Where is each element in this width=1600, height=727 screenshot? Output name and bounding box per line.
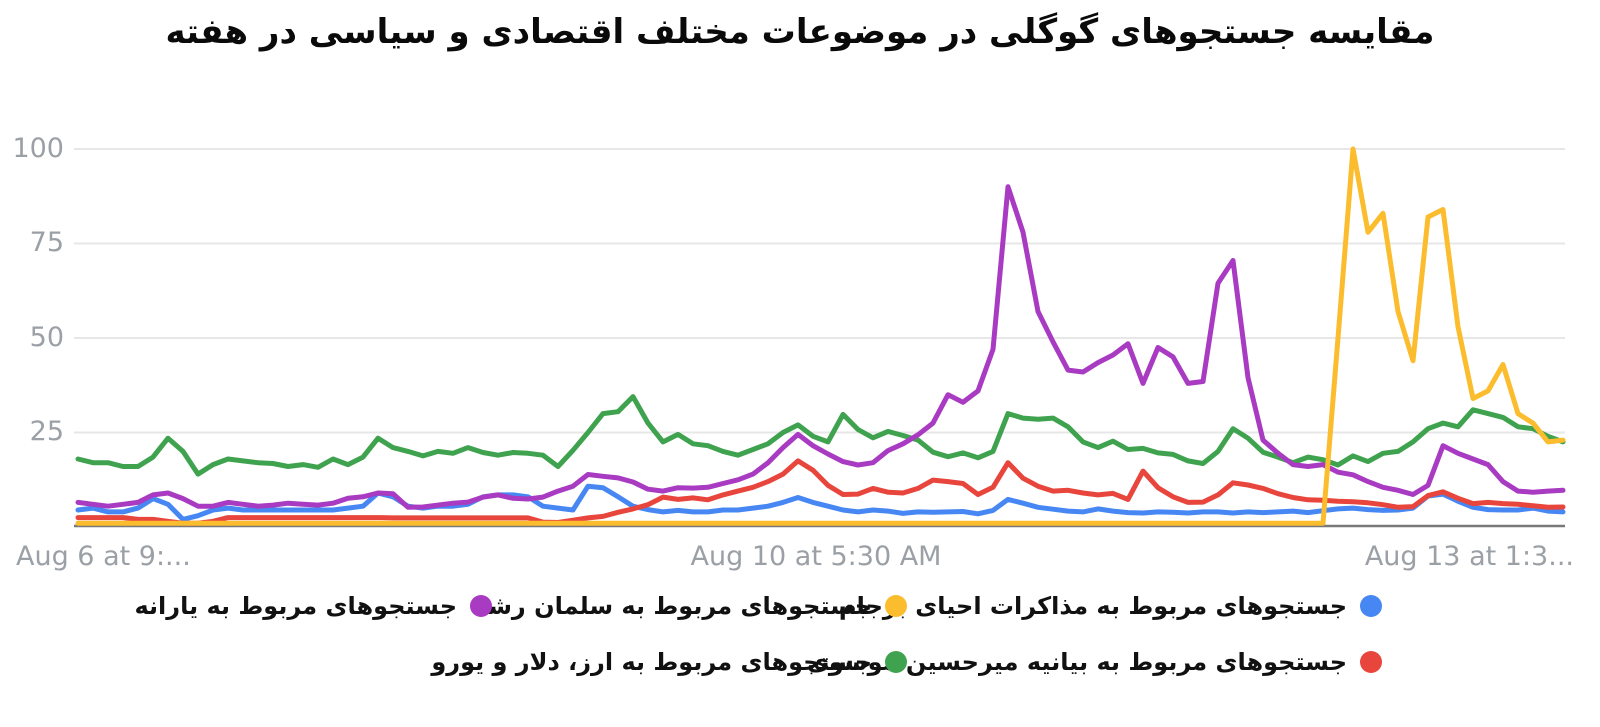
legend-dot-blue: [1360, 595, 1382, 617]
y-tick-100: 100: [12, 133, 64, 164]
legend-item-currency-dollar-euro[interactable]: جستجوهای مربوط به ارز، دلار و یورو: [431, 648, 907, 676]
legend-item-subsidies[interactable]: جستجوهای مربوط به یارانه: [134, 592, 492, 620]
trends-line-chart: [74, 146, 1566, 528]
legend-item-salman-rushdie[interactable]: جستجوهای مربوط به سلمان رشد: [474, 592, 907, 620]
y-tick-50: 50: [29, 322, 64, 353]
legend-dot-red: [1360, 651, 1382, 673]
legend-item-jcpoa-talks[interactable]: جستجوهای مربوط به مذاکرات احیای برجام: [839, 592, 1382, 620]
legend-dot-purple: [470, 595, 492, 617]
legend-label: جستجوهای مربوط به یارانه: [134, 592, 457, 620]
series-line-3: [75, 184, 1566, 510]
series-line-0: [75, 483, 1566, 522]
x-axis-label-middle: Aug 10 at 5:30 AM: [690, 541, 942, 572]
y-tick-75: 75: [29, 227, 64, 258]
series-line-4: [75, 146, 1566, 526]
series-line-2: [75, 394, 1566, 477]
legend-dot-yellow: [885, 595, 907, 617]
legend-dot-green: [885, 651, 907, 673]
legend-label: جستجوهای مربوط به سلمان رشد: [474, 592, 872, 620]
series-line-1: [75, 458, 1566, 526]
x-axis-label-start: Aug 6 at 9:...: [16, 541, 191, 572]
y-tick-25: 25: [29, 416, 64, 447]
legend-label: جستجوهای مربوط به ارز، دلار و یورو: [431, 648, 872, 676]
legend-label: جستجوهای مربوط به مذاکرات احیای برجام: [839, 592, 1347, 620]
x-axis-label-end: Aug 13 at 1:3...: [1364, 541, 1574, 572]
chart-title: مقایسه جستجوهای گوگلی در موضوعات مختلف ا…: [165, 12, 1435, 52]
